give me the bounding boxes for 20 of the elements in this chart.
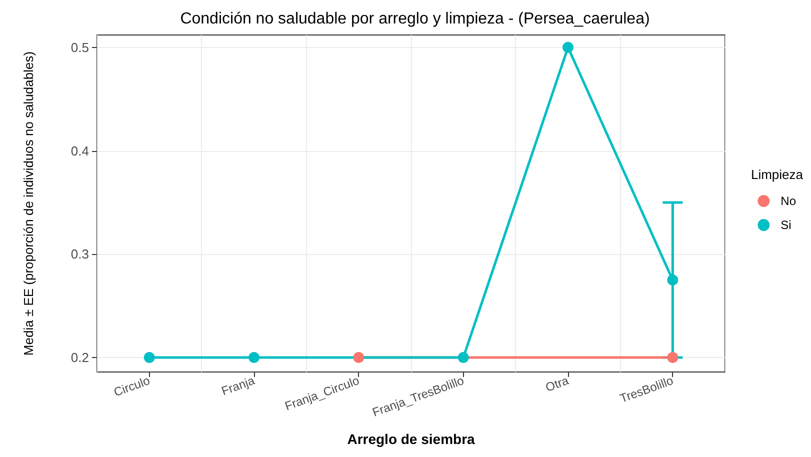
point bbox=[667, 274, 678, 286]
point bbox=[458, 352, 469, 364]
x-tick-label: Franja bbox=[220, 373, 257, 398]
y-tick-label: 0.4 bbox=[70, 143, 89, 158]
x-tick-label: Otra bbox=[544, 373, 571, 395]
y-tick-label: 0.2 bbox=[70, 350, 89, 366]
y-axis-title: Media ± EE (proporción de individuos no saludables) bbox=[21, 51, 36, 356]
point bbox=[667, 352, 678, 364]
y-tick-label: 0.5 bbox=[70, 40, 89, 55]
legend-title: Limpieza bbox=[750, 167, 804, 182]
x-axis-title: Arreglo de siembra bbox=[347, 431, 476, 447]
point bbox=[353, 352, 364, 364]
point bbox=[144, 352, 155, 364]
x-tick-label: Circulo bbox=[112, 373, 152, 400]
point bbox=[562, 42, 574, 53]
legend-label: No bbox=[780, 194, 796, 208]
y-tick-label: 0.3 bbox=[70, 246, 89, 262]
chart-title: Condición no saludable por arreglo y limpieza - (Persea_caerulea) bbox=[180, 10, 650, 28]
legend-label: Si bbox=[780, 218, 792, 232]
point bbox=[248, 352, 260, 364]
